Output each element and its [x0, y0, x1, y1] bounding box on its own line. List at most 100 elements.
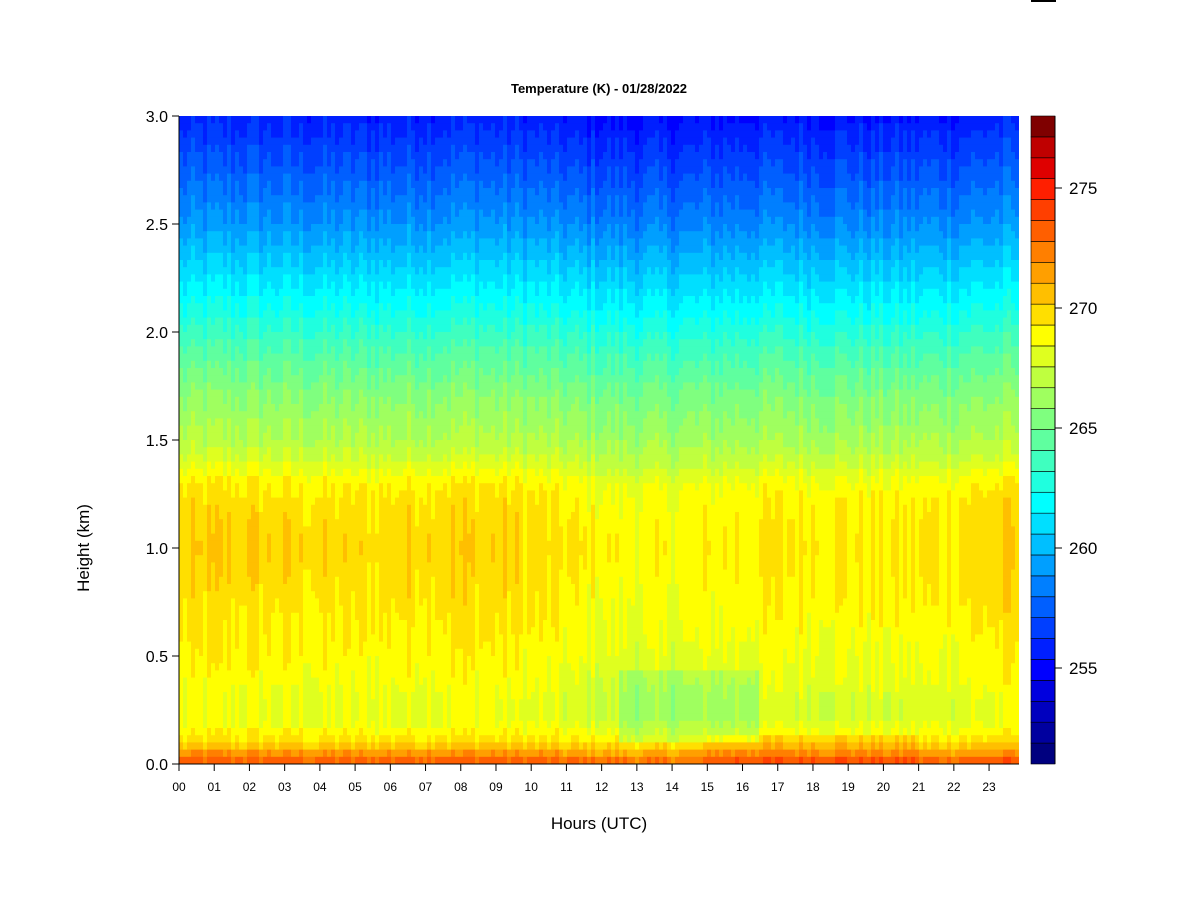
heatmap-cell	[267, 613, 272, 621]
heatmap-cell	[247, 289, 252, 297]
heatmap-cell	[319, 130, 324, 138]
heatmap-cell	[215, 462, 220, 470]
heatmap-cell	[239, 181, 244, 189]
heatmap-cell	[323, 649, 328, 657]
heatmap-cell	[359, 454, 364, 462]
heatmap-cell	[327, 303, 332, 311]
heatmap-cell	[303, 663, 308, 671]
heatmap-cell	[287, 714, 292, 722]
heatmap-cell	[395, 735, 400, 743]
heatmap-cell	[191, 282, 196, 290]
heatmap-cell	[215, 591, 220, 599]
heatmap-cell	[395, 210, 400, 218]
heatmap-cell	[307, 541, 312, 549]
heatmap-cell	[395, 382, 400, 390]
heatmap-cell	[223, 332, 228, 340]
heatmap-cell	[263, 706, 268, 714]
heatmap-cell	[191, 253, 196, 261]
heatmap-cell	[315, 519, 320, 527]
heatmap-cell	[299, 728, 304, 736]
heatmap-cell	[283, 145, 288, 153]
heatmap-cell	[195, 138, 200, 146]
heatmap-cell	[271, 483, 276, 491]
heatmap-cell	[315, 274, 320, 282]
heatmap-cell	[295, 447, 300, 455]
heatmap-cell	[303, 332, 308, 340]
heatmap-cell	[355, 231, 360, 239]
heatmap-cell	[183, 584, 188, 592]
heatmap-cell	[191, 181, 196, 189]
heatmap-cell	[247, 368, 252, 376]
heatmap-cell	[223, 519, 228, 527]
heatmap-cell	[207, 433, 212, 441]
heatmap-cell	[183, 166, 188, 174]
heatmap-cell	[331, 224, 336, 232]
heatmap-cell	[371, 663, 376, 671]
heatmap-cell	[203, 685, 208, 693]
heatmap-cell	[383, 210, 388, 218]
heatmap-cell	[351, 670, 356, 678]
heatmap-cell	[315, 188, 320, 196]
heatmap-cell	[243, 721, 248, 729]
heatmap-cell	[299, 613, 304, 621]
heatmap-cell	[371, 627, 376, 635]
heatmap-cell	[255, 591, 260, 599]
heatmap-cell	[267, 253, 272, 261]
heatmap-cell	[359, 217, 364, 225]
heatmap-cell	[283, 620, 288, 628]
heatmap-cell	[371, 548, 376, 556]
heatmap-cell	[327, 238, 332, 246]
heatmap-cell	[383, 476, 388, 484]
heatmap-cell	[179, 145, 184, 153]
heatmap-cell	[279, 750, 284, 758]
heatmap-cell	[363, 670, 368, 678]
heatmap-cell	[355, 447, 360, 455]
heatmap-cell	[303, 166, 308, 174]
heatmap-cell	[303, 447, 308, 455]
heatmap-cell	[211, 706, 216, 714]
heatmap-cell	[335, 570, 340, 578]
heatmap-cell	[247, 325, 252, 333]
heatmap-cell	[263, 246, 268, 254]
heatmap-cell	[287, 267, 292, 275]
heatmap-cell	[283, 699, 288, 707]
heatmap-cell	[303, 670, 308, 678]
heatmap-cell	[279, 210, 284, 218]
heatmap-cell	[295, 181, 300, 189]
heatmap-cell	[215, 339, 220, 347]
heatmap-cell	[295, 598, 300, 606]
heatmap-cell	[239, 591, 244, 599]
heatmap-cell	[367, 548, 372, 556]
heatmap-cell	[207, 534, 212, 542]
heatmap-cell	[199, 159, 204, 167]
heatmap-cell	[259, 469, 264, 477]
heatmap-cell	[299, 721, 304, 729]
heatmap-cell	[351, 721, 356, 729]
heatmap-cell	[307, 145, 312, 153]
heatmap-cell	[395, 685, 400, 693]
heatmap-cell	[219, 526, 224, 534]
heatmap-cell	[287, 541, 292, 549]
heatmap-cell	[287, 166, 292, 174]
heatmap-cell	[355, 318, 360, 326]
heatmap-cell	[299, 282, 304, 290]
heatmap-cell	[271, 375, 276, 383]
heatmap-cell	[399, 260, 404, 268]
heatmap-cell	[271, 202, 276, 210]
heatmap-cell	[375, 699, 380, 707]
heatmap-cell	[235, 526, 240, 534]
heatmap-cell	[231, 548, 236, 556]
heatmap-cell	[379, 469, 384, 477]
heatmap-cell	[339, 231, 344, 239]
heatmap-cell	[279, 195, 284, 203]
heatmap-cell	[287, 562, 292, 570]
heatmap-cell	[307, 368, 312, 376]
heatmap-cell	[343, 634, 348, 642]
heatmap-cell	[311, 346, 316, 354]
heatmap-cell	[287, 361, 292, 369]
heatmap-cell	[191, 570, 196, 578]
heatmap-cell	[259, 620, 264, 628]
heatmap-cell	[383, 526, 388, 534]
heatmap-cell	[327, 534, 332, 542]
heatmap-cell	[187, 469, 192, 477]
